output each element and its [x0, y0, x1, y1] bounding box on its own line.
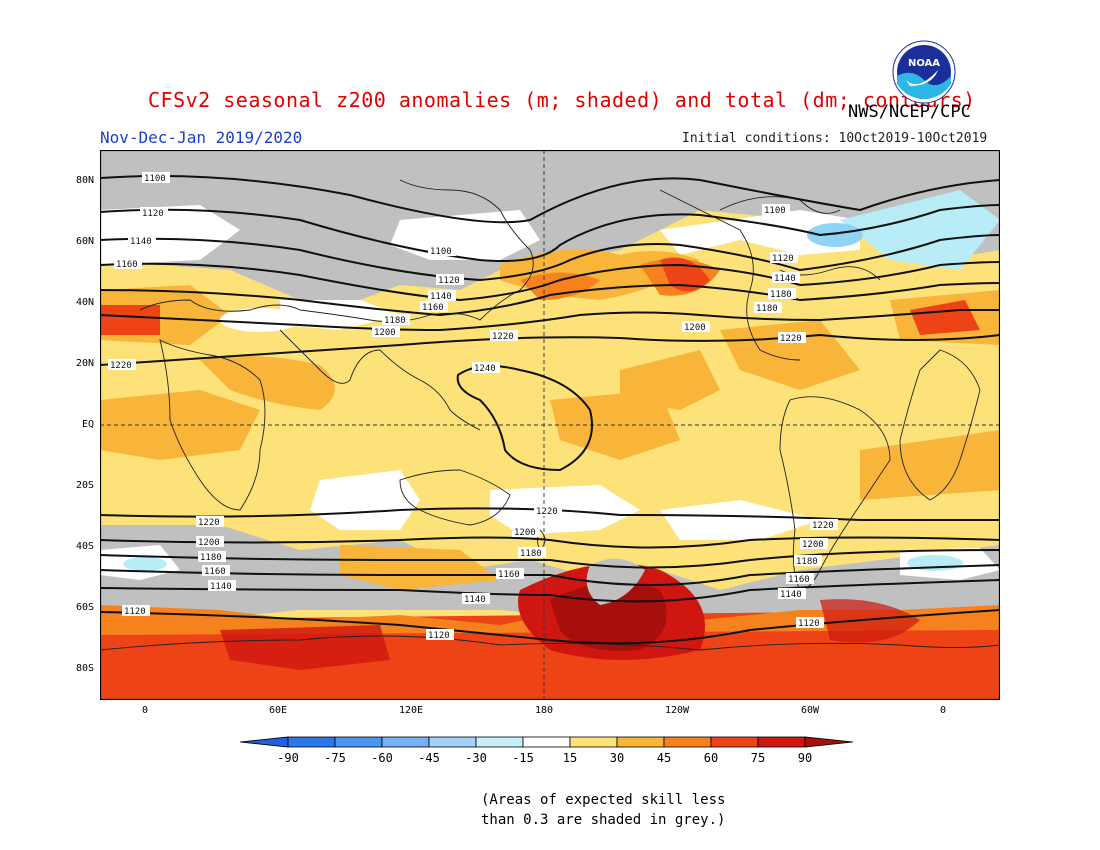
contour-label: 1220 [812, 521, 834, 531]
contour-label: 1120 [142, 209, 164, 219]
contour-label: 1160 [422, 303, 444, 313]
contour-label: 1140 [130, 237, 152, 247]
contour-label: 1140 [464, 595, 486, 605]
contour-label: 1200 [374, 328, 396, 338]
contour-label: 1160 [116, 260, 138, 270]
contour-label: 1180 [796, 557, 818, 567]
anomaly-map: 1100 1120 1140 1160 1100 1120 1140 1160 … [100, 150, 1000, 700]
contour-label: 1200 [514, 528, 536, 538]
colorbar-label: 15 [562, 751, 578, 765]
contour-label: 1120 [428, 631, 450, 641]
contour-label: 1140 [774, 274, 796, 284]
lon-label: 180 [534, 705, 554, 716]
logo-text: NOAA [908, 58, 940, 69]
contour-label: 1120 [438, 276, 460, 286]
lat-label: 20N [75, 358, 94, 369]
colorbar-label: -30 [465, 751, 487, 765]
noaa-logo: NOAA [892, 40, 956, 104]
contour-label: 1220 [780, 334, 802, 344]
lat-label: 40S [75, 541, 94, 552]
contour-label: 1200 [802, 540, 824, 550]
colorbar-swatch [287, 736, 336, 748]
lon-label: 60E [268, 705, 288, 716]
contour-label: 1180 [770, 290, 792, 300]
contour-label: 1100 [144, 174, 166, 184]
initial-conditions-label: Initial conditions: 10Oct2019-10Oct2019 [682, 131, 988, 146]
contour-label: 1140 [210, 582, 232, 592]
contour-label: 1220 [536, 507, 558, 517]
colorbar-swatch [522, 736, 571, 748]
colorbar-swatch [616, 736, 665, 748]
colorbar-swatch [381, 736, 430, 748]
contour-label: 1180 [756, 304, 778, 314]
agency-label: NWS/NCEP/CPC [848, 102, 971, 122]
lat-label: 60S [75, 602, 94, 613]
contour-label: 1180 [520, 549, 542, 559]
colorbar-swatch [663, 736, 712, 748]
grey-region-south [100, 525, 1000, 620]
lon-label: 120W [664, 705, 690, 716]
colorbar-label: 30 [609, 751, 625, 765]
contour-label: 1120 [124, 607, 146, 617]
lon-label: 0 [141, 705, 149, 716]
colorbar-swatch [757, 736, 806, 748]
colorbar-label: 60 [703, 751, 719, 765]
colorbar-swatch [710, 736, 759, 748]
contour-label: 1140 [780, 590, 802, 600]
colorbar-label: 90 [797, 751, 813, 765]
lat-label: 20S [75, 480, 94, 491]
colorbar-arrow-low [239, 736, 289, 748]
contour-label: 1100 [764, 206, 786, 216]
contour-label: 1180 [200, 553, 222, 563]
lon-label: 120E [398, 705, 424, 716]
contour-label: 1220 [492, 332, 514, 342]
contour-label: 1220 [198, 518, 220, 528]
colorbar-arrow-high [804, 736, 854, 748]
contour-label: 1160 [204, 567, 226, 577]
contour-label: 1200 [684, 323, 706, 333]
lat-label: EQ [81, 419, 94, 430]
colorbar-swatch [428, 736, 477, 748]
contour-label: 1160 [498, 570, 520, 580]
contour-label: 1220 [110, 361, 132, 371]
contour-label: 1120 [798, 619, 820, 629]
contour-label: 1160 [788, 575, 810, 585]
colorbar-label: -75 [324, 751, 346, 765]
skill-note-line2: than 0.3 are shaded in grey.) [481, 812, 726, 828]
lon-label: 0 [939, 705, 947, 716]
lat-label: 40N [75, 297, 94, 308]
contour-label: 1120 [772, 254, 794, 264]
colorbar-label: -45 [418, 751, 440, 765]
lat-label: 80N [75, 175, 94, 186]
figure-title: CFSv2 seasonal z200 anomalies (m; shaded… [148, 88, 976, 112]
colorbar-label: 45 [656, 751, 672, 765]
contour-label: 1180 [384, 316, 406, 326]
colorbar-label: -15 [512, 751, 534, 765]
contour-lines [100, 175, 1000, 645]
contour-label: 1140 [430, 292, 452, 302]
contour-label: 1240 [474, 364, 496, 374]
contour-label: 1200 [198, 538, 220, 548]
colorbar-label: -90 [277, 751, 299, 765]
colorbar-swatch [334, 736, 383, 748]
lat-label: 80S [75, 663, 94, 674]
color-bar [239, 736, 854, 748]
colorbar-swatch [475, 736, 524, 748]
colorbar-swatch [569, 736, 618, 748]
grey-region-north [100, 150, 1000, 300]
contour-label: 1100 [430, 247, 452, 257]
skill-note-line1: (Areas of expected skill less [481, 792, 726, 808]
season-label: Nov-Dec-Jan 2019/2020 [100, 128, 303, 147]
colorbar-label: 75 [750, 751, 766, 765]
lon-label: 60W [800, 705, 820, 716]
colorbar-label: -60 [371, 751, 393, 765]
lat-label: 60N [75, 236, 94, 247]
